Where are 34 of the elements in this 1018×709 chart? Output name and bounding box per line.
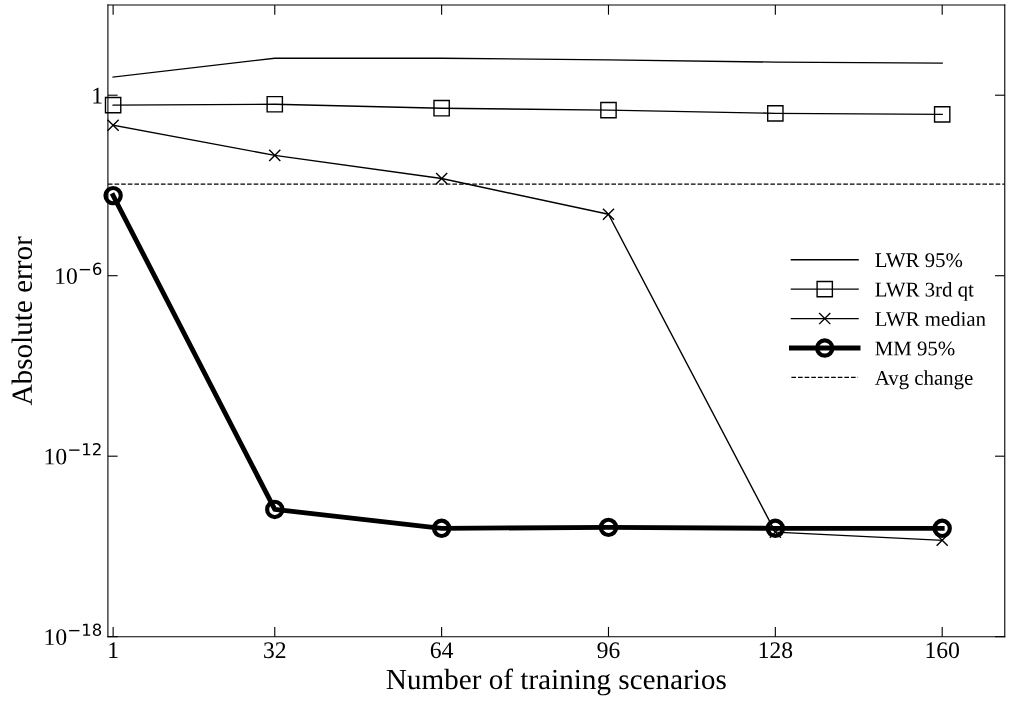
point bbox=[265, 499, 285, 520]
legend-label: MM 95% bbox=[875, 341, 955, 356]
point bbox=[602, 208, 615, 221]
y-tick-label: 10$^{−12}$ bbox=[45, 443, 101, 465]
y-axis-title: Absolute error bbox=[11, 236, 33, 406]
legend-label: LWR 95% bbox=[875, 253, 963, 268]
point bbox=[765, 518, 786, 539]
point bbox=[431, 518, 452, 539]
point bbox=[433, 99, 450, 117]
x-tick-label: 96 bbox=[597, 642, 620, 659]
point bbox=[598, 517, 619, 538]
point bbox=[932, 518, 952, 539]
legend-label: LWR 3rd qt bbox=[875, 281, 974, 301]
point bbox=[104, 96, 122, 114]
x-tick-label: 128 bbox=[759, 642, 793, 659]
x-tick-label: 32 bbox=[264, 642, 286, 659]
y-tick-label: 10$^{−6}$ bbox=[56, 262, 102, 285]
legend-label: LWR median bbox=[875, 311, 986, 327]
x-tick-label: 1 bbox=[109, 642, 118, 658]
line-series bbox=[112, 57, 943, 78]
y-tick-label: 10$^{−18}$ bbox=[45, 623, 102, 646]
x-axis-title: Number of training scenarios bbox=[386, 668, 726, 696]
y-tick-label: 1 bbox=[93, 87, 102, 104]
point bbox=[268, 149, 282, 162]
point bbox=[106, 119, 120, 132]
x-tick-label: 160 bbox=[926, 642, 959, 659]
point bbox=[935, 534, 949, 547]
point bbox=[103, 185, 123, 206]
point bbox=[600, 101, 617, 119]
point bbox=[266, 95, 284, 113]
point bbox=[933, 106, 951, 123]
x-tick-label: 64 bbox=[430, 642, 454, 659]
point bbox=[435, 172, 448, 185]
legend-label: Avg change bbox=[874, 370, 973, 390]
